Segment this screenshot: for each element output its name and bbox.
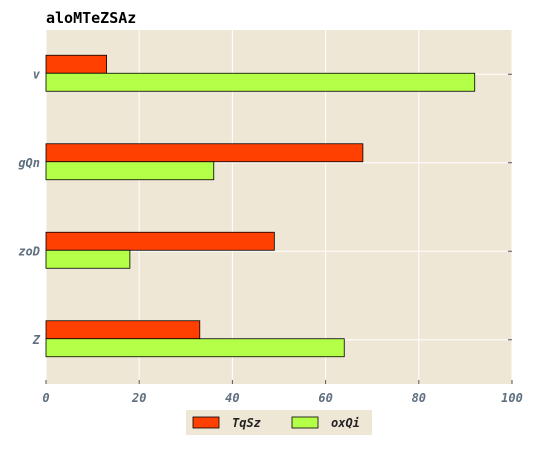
y-tick-label-1: gQn [18, 156, 40, 170]
bar-tqsz-gqn [45, 143, 364, 163]
y-tick-label-3: Z [32, 333, 41, 347]
bar-oxqi-gqn [45, 161, 215, 181]
bar-tqsz-z [45, 320, 201, 340]
legend-label-oxqi: oxQi [331, 416, 360, 430]
bar-oxqi-zod [45, 249, 131, 269]
legend: TqSz oxQi [186, 410, 372, 435]
bar-tqsz-v [45, 54, 107, 74]
x-tick-labels: 0 20 40 60 80 100 [42, 391, 522, 405]
x-tick-label-2: 40 [225, 391, 239, 405]
y-tick-labels: v gQn zoD Z [18, 67, 40, 347]
bar-oxqi-v [45, 72, 476, 92]
bars [45, 54, 476, 358]
chart-title: aloMTeZSAz [46, 9, 136, 27]
x-tick-label-1: 20 [131, 391, 146, 405]
y-tick-label-2: zoD [18, 244, 40, 258]
bar-oxqi-z [45, 338, 345, 358]
legend-label-tqsz: TqSz [232, 416, 261, 430]
x-tick-label-4: 80 [412, 391, 426, 405]
legend-swatch-tqsz [192, 416, 220, 429]
x-tick-label-3: 60 [318, 391, 332, 405]
x-tick-label-5: 100 [501, 391, 523, 405]
bar-tqsz-zod [45, 231, 275, 251]
y-tick-label-0: v [33, 67, 41, 81]
legend-swatch-oxqi [291, 416, 319, 429]
x-tick-label-0: 0 [42, 391, 49, 405]
